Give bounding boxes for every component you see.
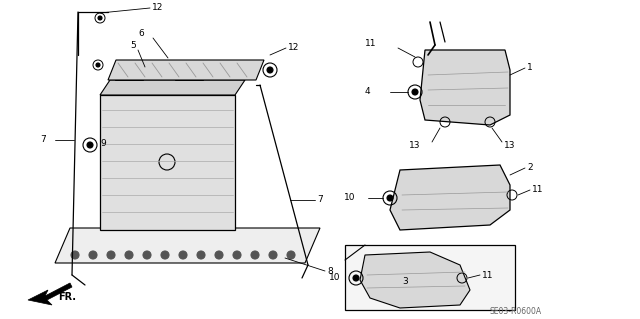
Text: 13: 13 [408, 142, 420, 151]
Text: 11: 11 [532, 186, 543, 195]
Circle shape [269, 251, 277, 259]
Circle shape [89, 251, 97, 259]
Polygon shape [100, 80, 245, 95]
Circle shape [251, 251, 259, 259]
Text: 6: 6 [138, 29, 144, 39]
Text: FR.: FR. [58, 292, 76, 302]
Bar [345, 245, 515, 310]
Circle shape [161, 251, 169, 259]
Text: 1: 1 [527, 63, 532, 72]
Text: 9: 9 [100, 138, 106, 147]
Polygon shape [360, 252, 470, 308]
Circle shape [267, 67, 273, 73]
Polygon shape [28, 283, 72, 305]
Bar [175, 65, 203, 80]
Text: 8: 8 [327, 266, 333, 276]
Circle shape [197, 251, 205, 259]
Text: 4: 4 [364, 87, 370, 97]
Text: 2: 2 [527, 164, 532, 173]
Text: 10: 10 [328, 273, 340, 283]
Polygon shape [420, 50, 510, 125]
Text: 7: 7 [40, 136, 45, 145]
Text: 3: 3 [402, 278, 408, 286]
Text: 11: 11 [365, 40, 376, 48]
Circle shape [125, 251, 133, 259]
Circle shape [143, 251, 151, 259]
Polygon shape [108, 60, 264, 80]
Text: 12: 12 [152, 4, 163, 12]
Circle shape [107, 251, 115, 259]
Circle shape [87, 142, 93, 148]
Text: 10: 10 [344, 194, 355, 203]
Circle shape [179, 251, 187, 259]
Text: 13: 13 [504, 142, 515, 151]
Text: 11: 11 [482, 271, 493, 279]
Circle shape [96, 63, 100, 67]
Text: 12: 12 [288, 43, 300, 53]
Text: 7: 7 [317, 196, 323, 204]
Circle shape [387, 195, 393, 201]
Bar [100, 95, 235, 230]
Polygon shape [55, 228, 320, 263]
Circle shape [287, 251, 295, 259]
Circle shape [215, 251, 223, 259]
Circle shape [353, 275, 359, 281]
Circle shape [71, 251, 79, 259]
Circle shape [98, 16, 102, 20]
Text: SE03-R0600A: SE03-R0600A [490, 308, 542, 316]
Circle shape [412, 89, 418, 95]
Polygon shape [390, 165, 510, 230]
Text: 5: 5 [130, 41, 136, 49]
Circle shape [233, 251, 241, 259]
Bar [115, 65, 143, 80]
